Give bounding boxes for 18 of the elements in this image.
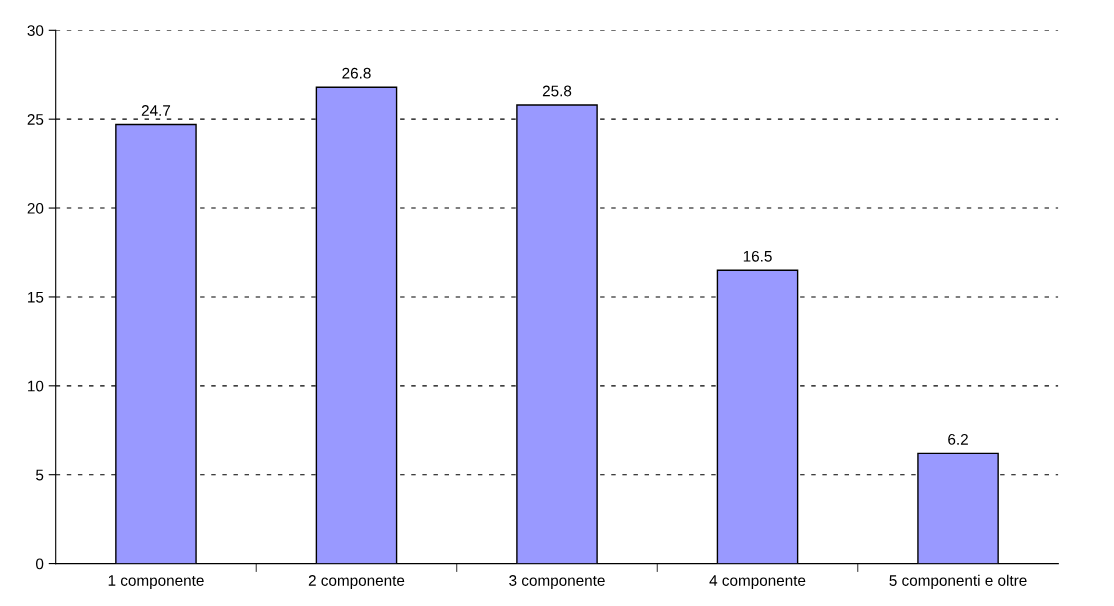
x-tick-label: 4 componente <box>709 575 806 589</box>
bar <box>716 269 799 564</box>
x-tick-label: 3 componente <box>509 575 605 589</box>
y-tick-label: 10 <box>28 380 44 392</box>
y-tick-label: 15 <box>28 291 44 303</box>
data-label: 16.5 <box>743 250 772 262</box>
data-label: 25.8 <box>542 85 572 97</box>
data-label: 6.2 <box>948 433 968 445</box>
x-tick-label: 5 componenti e oltre <box>889 574 1027 589</box>
x-tick-label: 1 componente <box>108 575 204 589</box>
data-label: 24.7 <box>141 105 171 116</box>
x-tick-label: 2 componente <box>308 575 405 589</box>
y-tick-label: 30 <box>27 25 44 36</box>
y-tick-label: 0 <box>36 558 44 570</box>
y-tick-label: 20 <box>27 202 44 214</box>
y-tick-label: 5 <box>36 469 44 481</box>
data-label: 26.8 <box>342 67 371 79</box>
y-tick-label: 25 <box>27 114 44 125</box>
